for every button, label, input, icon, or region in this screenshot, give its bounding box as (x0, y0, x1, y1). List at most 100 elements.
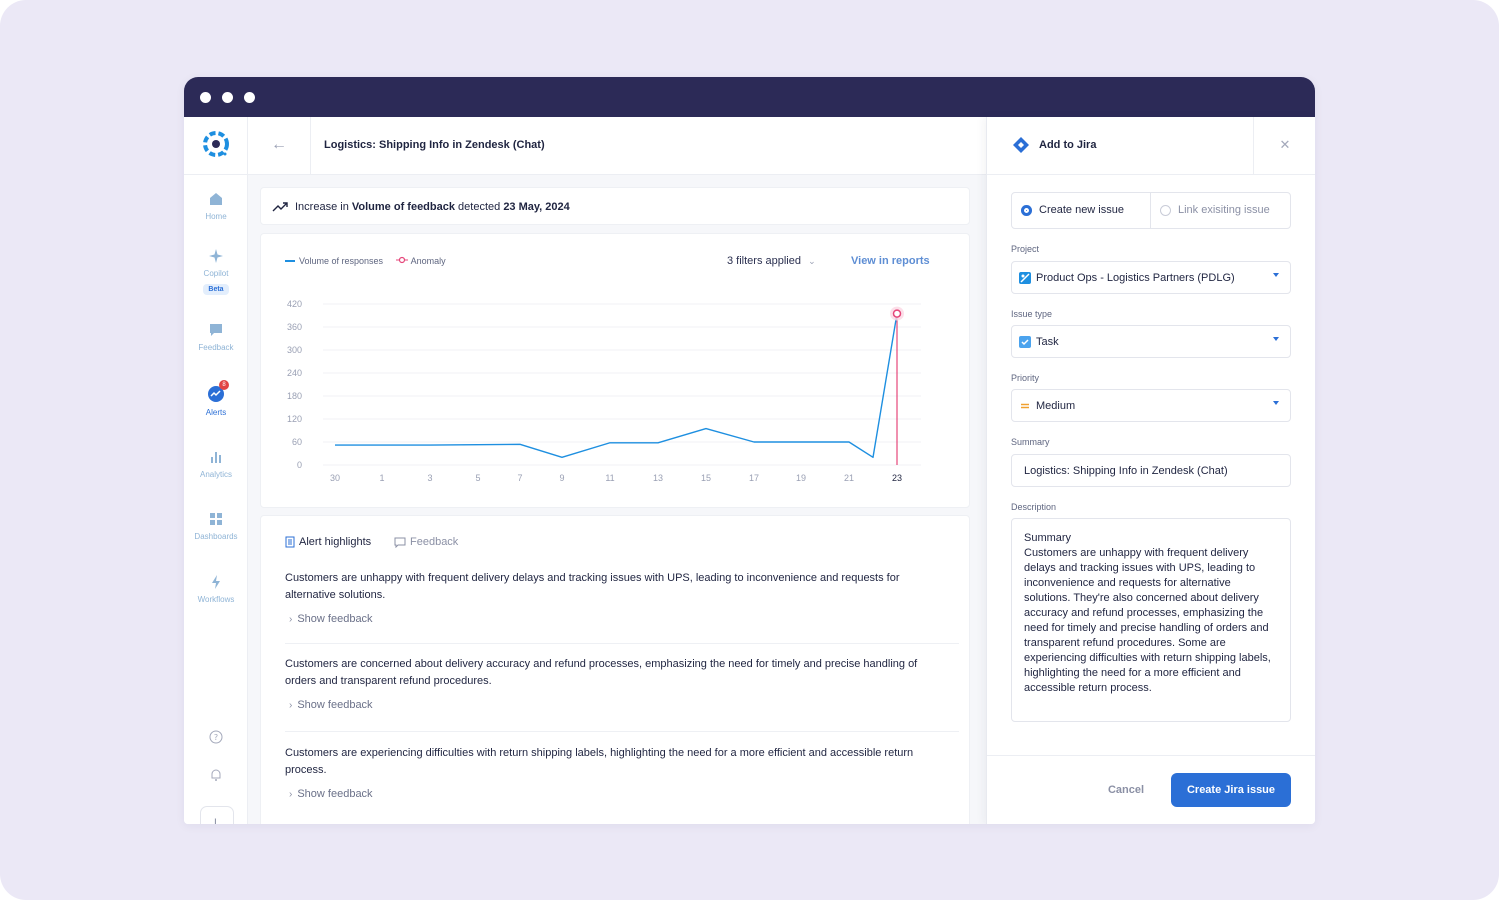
legend-anomaly: Anomaly (410, 255, 446, 266)
x-tick-label: 7 (517, 473, 522, 483)
priority-medium-icon (1021, 403, 1029, 409)
show-feedback-toggle[interactable]: › Show feedback (285, 613, 935, 625)
bar-chart-icon (211, 452, 221, 463)
issue-type-label: Issue type (1011, 309, 1053, 319)
filters-dropdown[interactable]: 3 filters applied ⌄ (727, 255, 816, 267)
y-tick-label: 0 (297, 460, 302, 470)
help-icon[interactable]: ? (209, 730, 223, 744)
beta-badge: Beta (203, 284, 229, 295)
alert-count-badge: 8 (219, 380, 229, 390)
filters-label: 3 filters applied (727, 255, 801, 267)
alert-prefix: Increase in (295, 201, 352, 213)
divider (285, 731, 959, 732)
trend-up-icon (272, 202, 288, 212)
x-tick-label: 21 (844, 473, 854, 483)
jira-icon (1013, 137, 1029, 153)
issue-type-select[interactable]: Task (1011, 325, 1291, 358)
sidebar-item-dashboards[interactable]: Dashboards (184, 511, 248, 541)
highlight-text: Customers are experiencing difficulties … (285, 747, 914, 776)
window-dot-close[interactable] (200, 92, 211, 103)
description-textarea[interactable]: Summary Customers are unhappy with frequ… (1011, 518, 1291, 722)
avatar[interactable]: L (200, 806, 234, 824)
x-tick-label: 17 (749, 473, 759, 483)
tab-label: Alert highlights (299, 536, 372, 548)
sidebar-item-home[interactable]: Home (184, 191, 248, 221)
project-select[interactable]: Product Ops - Logistics Partners (PDLG) (1011, 261, 1291, 294)
highlight-item: Customers are unhappy with frequent deli… (285, 570, 935, 625)
chevron-right-icon: › (289, 789, 293, 800)
cancel-button[interactable]: Cancel (1107, 784, 1145, 796)
sidebar-item-workflows[interactable]: Workflows (184, 574, 248, 604)
page-title: Logistics: Shipping Info in Zendesk (Cha… (324, 139, 545, 151)
show-feedback-toggle[interactable]: › Show feedback (285, 788, 935, 800)
option-label: Link exisiting issue (1178, 204, 1270, 216)
show-feedback-label: Show feedback (297, 788, 373, 800)
issue-mode-toggle: Create new issue Link exisiting issue (1011, 192, 1291, 229)
alert-metric: Volume of feedback (351, 201, 455, 213)
anomaly-marker-icon (395, 256, 408, 266)
main-content: ← Logistics: Shipping Info in Zendesk (C… (248, 117, 986, 824)
y-tick-label: 360 (287, 322, 302, 332)
y-tick-label: 420 (287, 299, 302, 309)
jira-title: Add to Jira (1039, 139, 1097, 151)
project-value: Product Ops - Logistics Partners (PDLG) (1036, 272, 1235, 284)
sidebar-item-copilot[interactable]: Copilot Beta (184, 248, 248, 296)
tab-alert-highlights[interactable]: Alert highlights (285, 536, 371, 548)
jira-header: Add to Jira ✕ (987, 117, 1315, 175)
document-icon (285, 536, 295, 548)
chevron-right-icon: › (289, 614, 293, 625)
close-button[interactable]: ✕ (1253, 117, 1315, 175)
sidebar-item-alerts[interactable]: 8 Alerts (184, 380, 248, 417)
summary-input[interactable]: Logistics: Shipping Info in Zendesk (Cha… (1011, 454, 1291, 487)
x-tick-label: 5 (475, 473, 480, 483)
sidebar-item-feedback[interactable]: Feedback (184, 322, 248, 352)
priority-value: Medium (1036, 400, 1076, 412)
caret-down-icon (1273, 401, 1279, 405)
window-dot-maximize[interactable] (244, 92, 255, 103)
highlight-item: Customers are concerned about delivery a… (285, 656, 935, 711)
y-tick-label: 60 (292, 437, 302, 447)
x-tick-label: 11 (605, 473, 614, 483)
task-checkbox-icon (1019, 336, 1031, 348)
sidebar-item-label: Home (205, 212, 227, 221)
y-tick-label: 300 (287, 345, 302, 355)
alert-banner: Increase in Volume of feedback detected … (260, 187, 970, 225)
description-label: Description (1011, 502, 1057, 512)
alert-middle: detected (454, 201, 504, 213)
chart-legend: Volume of responses Anomaly (285, 255, 446, 266)
home-icon (210, 193, 222, 205)
chart-card: Volume of responses Anomaly 3 filters ap… (260, 233, 970, 508)
show-feedback-toggle[interactable]: › Show feedback (285, 699, 935, 711)
tab-feedback[interactable]: Feedback (394, 536, 458, 548)
footer-divider (987, 755, 1315, 756)
app-window: Home Copilot Beta Feedback 8 Alerts Anal… (184, 77, 1315, 824)
x-tick-label: 19 (796, 473, 806, 483)
x-tick-label: 23 (892, 473, 902, 483)
caret-down-icon (1273, 337, 1279, 341)
x-tick-label: 15 (701, 473, 711, 483)
app-logo[interactable] (184, 117, 248, 175)
highlights-card: Alert highlights Feedback Customers are … (260, 515, 970, 824)
view-in-reports-link[interactable]: View in reports (851, 255, 930, 267)
highlight-text: Customers are unhappy with frequent deli… (285, 572, 900, 601)
window-dot-minimize[interactable] (222, 92, 233, 103)
description-heading: Summary (1024, 532, 1072, 544)
x-tick-label: 9 (559, 473, 564, 483)
link-existing-issue-option[interactable]: Link exisiting issue (1151, 193, 1290, 228)
project-label: Project (1011, 244, 1040, 254)
legend-volume: Volume of responses (299, 255, 384, 266)
priority-select[interactable]: Medium (1011, 389, 1291, 422)
sidebar-item-analytics[interactable]: Analytics (184, 449, 248, 479)
create-jira-issue-button[interactable]: Create Jira issue (1171, 773, 1291, 807)
project-icon (1019, 272, 1031, 284)
sidebar-item-label: Analytics (199, 470, 232, 479)
back-button[interactable]: ← (248, 117, 311, 175)
radio-selected-icon (1021, 205, 1032, 216)
create-new-issue-option[interactable]: Create new issue (1012, 193, 1151, 228)
description-body: Customers are unhappy with frequent deli… (1024, 547, 1271, 694)
logo-icon (203, 131, 229, 157)
alert-trend-icon (208, 386, 224, 402)
close-icon: ✕ (1279, 137, 1291, 152)
bell-icon[interactable] (209, 768, 223, 782)
sidebar-item-label: Workflows (197, 595, 235, 604)
